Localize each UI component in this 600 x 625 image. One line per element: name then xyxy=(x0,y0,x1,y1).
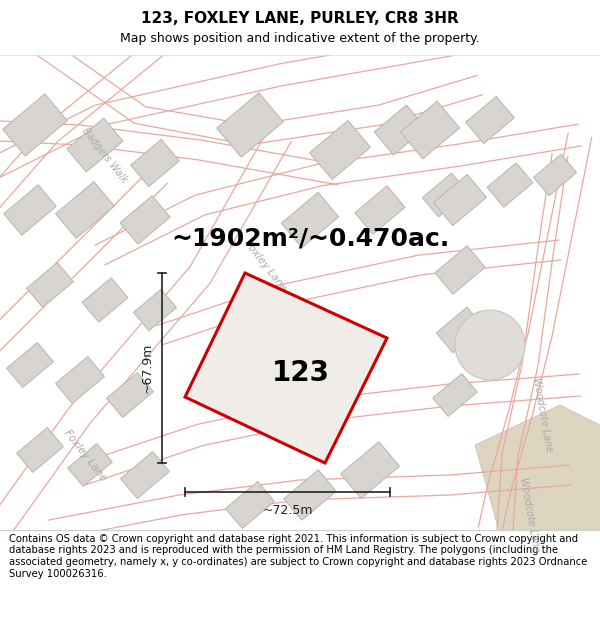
Text: ~1902m²/~0.470ac.: ~1902m²/~0.470ac. xyxy=(171,226,449,250)
Polygon shape xyxy=(487,163,533,207)
Polygon shape xyxy=(310,121,370,179)
Text: 123: 123 xyxy=(271,359,329,387)
Text: ~72.5m: ~72.5m xyxy=(262,504,313,517)
Polygon shape xyxy=(120,196,170,244)
Polygon shape xyxy=(185,273,387,463)
Polygon shape xyxy=(68,444,112,486)
Circle shape xyxy=(455,310,525,380)
Polygon shape xyxy=(434,174,487,226)
Polygon shape xyxy=(67,118,123,172)
Polygon shape xyxy=(226,481,274,529)
Polygon shape xyxy=(217,92,283,158)
Polygon shape xyxy=(107,372,154,418)
Polygon shape xyxy=(82,278,128,322)
Text: Badgers Walk: Badgers Walk xyxy=(80,126,130,184)
Polygon shape xyxy=(355,186,405,234)
Text: 123, FOXLEY LANE, PURLEY, CR8 3HR: 123, FOXLEY LANE, PURLEY, CR8 3HR xyxy=(141,11,459,26)
Polygon shape xyxy=(422,173,467,217)
Polygon shape xyxy=(400,101,460,159)
Polygon shape xyxy=(56,356,104,404)
Polygon shape xyxy=(374,105,426,155)
Polygon shape xyxy=(281,192,338,248)
Text: Foxley Lane: Foxley Lane xyxy=(62,428,108,483)
Polygon shape xyxy=(4,185,56,235)
Polygon shape xyxy=(56,182,115,238)
Polygon shape xyxy=(436,307,484,353)
Text: ~67.9m: ~67.9m xyxy=(141,342,154,393)
Polygon shape xyxy=(2,94,67,156)
Polygon shape xyxy=(341,442,400,498)
Polygon shape xyxy=(121,451,169,499)
Polygon shape xyxy=(533,154,577,196)
Text: Map shows position and indicative extent of the property.: Map shows position and indicative extent… xyxy=(120,32,480,45)
Polygon shape xyxy=(433,374,477,416)
Polygon shape xyxy=(435,246,485,294)
Polygon shape xyxy=(133,289,176,331)
Polygon shape xyxy=(17,428,64,472)
Text: Woodcote Lane: Woodcote Lane xyxy=(518,477,542,553)
Polygon shape xyxy=(284,470,336,520)
Text: Woodcote Lane: Woodcote Lane xyxy=(532,377,554,453)
Polygon shape xyxy=(131,139,179,187)
Polygon shape xyxy=(466,96,514,144)
Polygon shape xyxy=(7,342,53,388)
Polygon shape xyxy=(475,405,600,535)
Text: Contains OS data © Crown copyright and database right 2021. This information is : Contains OS data © Crown copyright and d… xyxy=(9,534,587,579)
Text: Foxley Lane: Foxley Lane xyxy=(242,238,288,292)
Polygon shape xyxy=(26,262,73,308)
